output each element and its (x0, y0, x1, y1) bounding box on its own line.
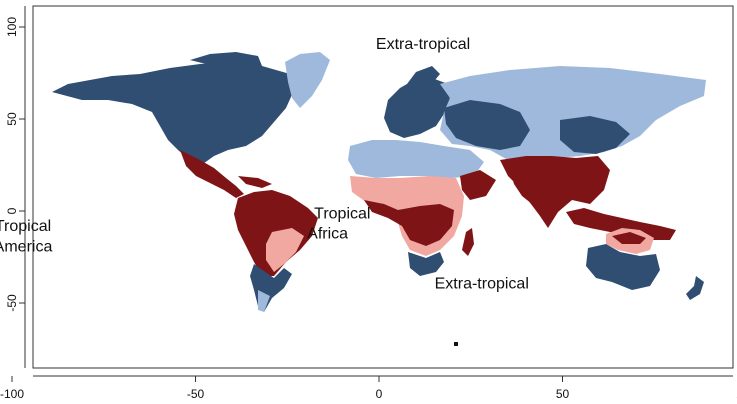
arabia-tropical (460, 170, 496, 200)
y-tick-labels: 100 50 0 -50 (5, 17, 25, 312)
southern-africa-extratropical (408, 252, 444, 276)
x-tick-label: 100 (736, 387, 737, 401)
region-label-extra-tropical-north: Extra-tropical (376, 36, 470, 53)
region-label-tropical-america-1: Tropical (0, 218, 51, 235)
scandinavia (404, 66, 440, 92)
y-tick-label: 0 (5, 207, 19, 214)
southeast-asia-islands (566, 208, 676, 240)
south-america-tropical-light (266, 228, 304, 272)
africa-tropical (364, 200, 454, 246)
east-asia-extratropical (560, 116, 630, 154)
central-america-tropical (180, 150, 244, 198)
greenland (285, 52, 330, 108)
x-tick-label: 50 (556, 387, 570, 401)
region-annotations: Extra-tropicalTropicalAsiaTropicalAfrica… (0, 36, 529, 292)
y-tick-label: 100 (5, 17, 19, 37)
x-tick-label: 0 (376, 387, 383, 401)
europe-extratropical (384, 78, 450, 138)
new-zealand (686, 276, 704, 300)
australia-extratropical (586, 244, 660, 290)
region-label-extra-tropical-south: Extra-tropical (435, 275, 529, 292)
y-tick-label: -50 (5, 294, 19, 312)
north-america-extratropical (52, 62, 295, 166)
x-tick-labels: -150-100-50050100150 (0, 376, 737, 401)
caribbean-tropical (238, 176, 272, 188)
arctic-archipelago (190, 52, 262, 68)
madagascar (462, 228, 474, 256)
north-africa-extratropical (348, 140, 484, 178)
australia-tropical-dark (612, 232, 646, 244)
region-label-tropical-america-2: America (0, 238, 52, 255)
y-tick-label: 50 (5, 112, 19, 126)
land-regions (52, 52, 706, 346)
region-label-tropical-africa-1: Tropical (314, 205, 370, 222)
antarctic-fragment (454, 342, 458, 346)
x-tick-label: -100 (0, 387, 24, 401)
asia-extratropical-dark (444, 100, 530, 150)
x-tick-label: -50 (187, 387, 205, 401)
india-tropical (510, 168, 540, 204)
region-label-tropical-africa-2: Africa (307, 226, 348, 243)
south-america-extratropical-light (258, 290, 270, 312)
